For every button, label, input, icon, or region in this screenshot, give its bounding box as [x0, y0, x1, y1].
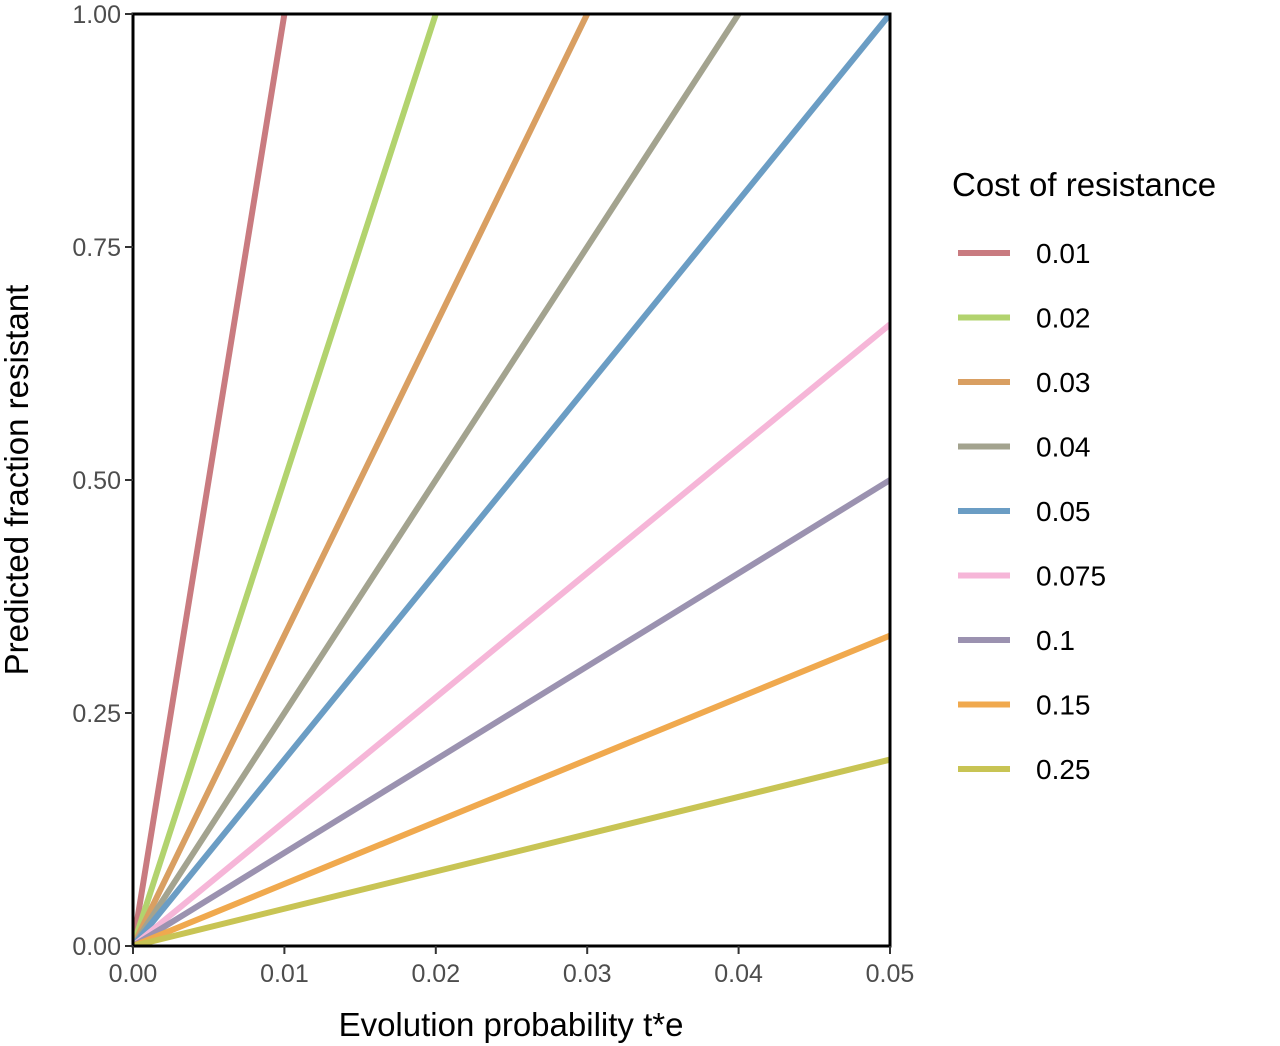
series-line-0.05: [133, 14, 890, 946]
series-line-0.25: [133, 756, 890, 946]
legend-label: 0.01: [1036, 238, 1091, 269]
legend-item: 0.01: [958, 238, 1091, 269]
legend-item: 0.25: [958, 754, 1091, 785]
y-tick-label: 0.25: [72, 700, 121, 728]
series-layer: [133, 14, 890, 946]
y-axis: 0.00 0.25 0.50 0.75 1.00: [72, 1, 133, 961]
series-line-0.15: [133, 632, 890, 946]
x-axis-title: Evolution probability t*e: [339, 1006, 684, 1043]
legend-item: 0.04: [958, 432, 1091, 463]
series-line-0.04: [133, 14, 742, 946]
legend-label: 0.075: [1036, 561, 1106, 592]
series-line-0.075: [133, 322, 890, 946]
x-tick-label: 0.00: [109, 960, 158, 988]
legend-label: 0.15: [1036, 690, 1091, 721]
legend-item: 0.15: [958, 690, 1091, 721]
legend-item: 0.05: [958, 496, 1091, 527]
x-tick-label: 0.03: [563, 960, 612, 988]
legend-label: 0.02: [1036, 303, 1091, 334]
y-axis-title: Predicted fraction resistant: [0, 285, 35, 676]
x-tick-label: 0.01: [260, 960, 309, 988]
x-tick-label: 0.02: [411, 960, 460, 988]
x-tick-label: 0.05: [866, 960, 915, 988]
legend-label: 0.1: [1036, 625, 1075, 656]
series-line-0.01: [133, 14, 288, 946]
legend-label: 0.03: [1036, 367, 1091, 398]
legend: Cost of resistance 0.01 0.02 0.03 0.04 0.05 0…: [952, 166, 1216, 785]
legend-item: 0.03: [958, 367, 1091, 398]
series-line-0.02: [133, 14, 439, 946]
legend-label: 0.05: [1036, 496, 1091, 527]
legend-item: 0.075: [958, 561, 1106, 592]
legend-item: 0.02: [958, 303, 1091, 334]
x-axis: 0.00 0.01 0.02 0.03 0.04 0.05: [109, 946, 915, 988]
series-line-0.03: [133, 14, 590, 946]
y-tick-label: 0.50: [72, 467, 121, 495]
y-tick-label: 1.00: [72, 1, 121, 29]
x-tick-label: 0.04: [714, 960, 763, 988]
legend-label: 0.04: [1036, 432, 1091, 463]
legend-title: Cost of resistance: [952, 166, 1216, 203]
legend-label: 0.25: [1036, 754, 1091, 785]
series-line-0.1: [133, 477, 890, 946]
y-tick-label: 0.75: [72, 234, 121, 262]
legend-item: 0.1: [958, 625, 1075, 656]
y-tick-label: 0.00: [72, 933, 121, 961]
